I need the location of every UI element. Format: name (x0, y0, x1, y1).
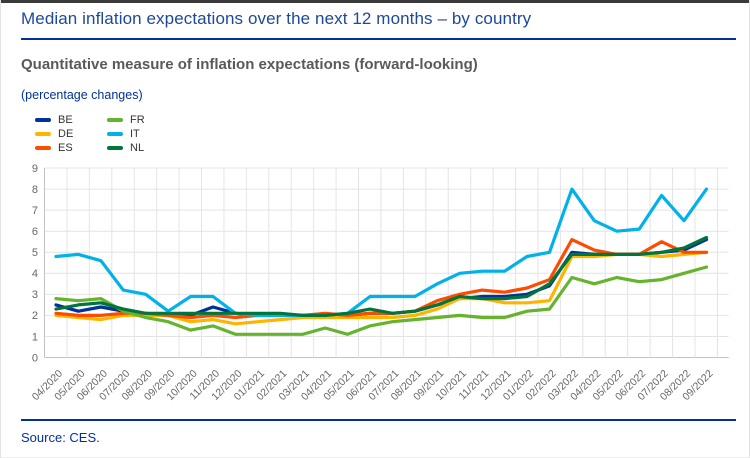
series-line-it (54, 187, 709, 317)
legend-item-nl[interactable]: NL (107, 141, 179, 154)
series-line-es (54, 237, 709, 320)
line-chart: 012345678904/202005/202006/202007/202008… (30, 163, 729, 403)
y-axis-tick-label: 8 (32, 184, 38, 196)
page-title: Median inflation expectations over the n… (21, 9, 532, 28)
y-axis-tick-label: 3 (32, 289, 38, 301)
legend-swatch-es (35, 146, 51, 150)
legend-swatch-be (35, 118, 51, 122)
legend-label: ES (58, 141, 73, 154)
legend-item-it[interactable]: IT (107, 127, 179, 140)
y-axis-tick-label: 5 (32, 247, 38, 259)
window-top-edge (1, 0, 749, 3)
y-axis-tick-label: 4 (32, 268, 38, 280)
series-line-nl (54, 235, 709, 317)
legend-label: IT (130, 127, 140, 140)
footer-divider (21, 419, 736, 421)
legend-swatch-fr (107, 118, 123, 122)
legend-item-es[interactable]: ES (35, 141, 107, 154)
title-divider (21, 38, 736, 40)
y-axis-tick-label: 9 (32, 163, 38, 175)
legend-item-de[interactable]: DE (35, 127, 107, 140)
unit-label: (percentage changes) (21, 88, 143, 102)
chart-legend: BE FR DE IT ES NL (35, 113, 179, 155)
source-note: Source: CES. (21, 430, 100, 445)
legend-swatch-nl (107, 146, 123, 150)
legend-label: FR (130, 113, 145, 126)
legend-label: NL (130, 141, 145, 154)
series-line-fr (54, 265, 709, 336)
y-axis-tick-label: 2 (32, 310, 38, 322)
legend-label: DE (58, 127, 74, 140)
legend-swatch-de (35, 132, 51, 136)
y-axis-tick-label: 7 (32, 205, 38, 217)
legend-item-fr[interactable]: FR (107, 113, 179, 126)
legend-swatch-it (107, 132, 123, 136)
chart-subtitle: Quantitative measure of inflation expect… (21, 56, 478, 73)
y-axis-tick-label: 0 (32, 352, 38, 364)
legend-label: BE (58, 113, 73, 126)
legend-item-be[interactable]: BE (35, 113, 107, 126)
y-axis-tick-label: 6 (32, 226, 38, 238)
y-axis-tick-label: 1 (32, 331, 38, 343)
